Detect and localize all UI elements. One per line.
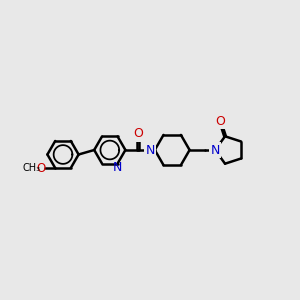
Text: O: O <box>36 161 45 175</box>
Text: N: N <box>113 160 122 174</box>
Text: CH₃: CH₃ <box>22 163 40 173</box>
Text: N: N <box>145 143 155 157</box>
Text: O: O <box>133 127 143 140</box>
Text: N: N <box>210 143 220 157</box>
Text: O: O <box>215 115 225 128</box>
